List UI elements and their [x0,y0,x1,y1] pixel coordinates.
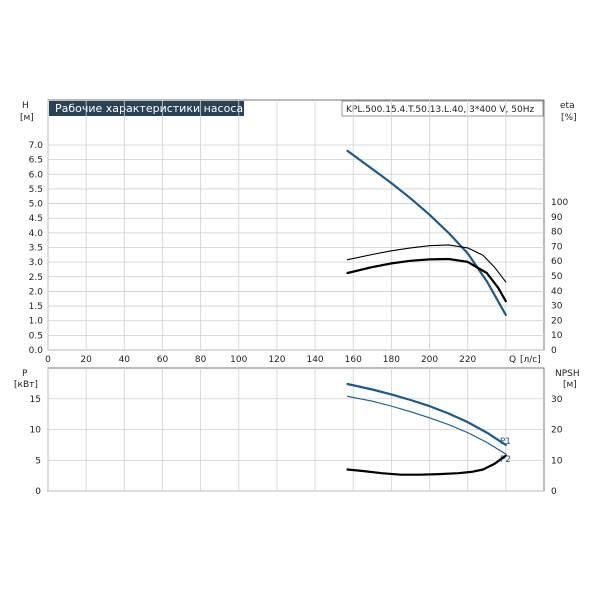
head-tick-label: 1.5 [29,302,43,312]
x-tick-label: 40 [119,355,131,365]
eta-tick-label: 100 [551,198,568,208]
head-tick-label: 0.5 [29,331,43,341]
head-tick-label: 0.0 [29,346,44,356]
eta-tick-label: 30 [551,302,563,312]
npsh-tick-label: 20 [551,426,563,436]
head-axis-label: H [22,101,29,111]
x-tick-label: 60 [157,355,169,365]
flow-axis-unit: [л/с] [520,355,541,365]
series-label-p1: P1 [500,437,511,447]
head-chart-grid [47,100,544,491]
head-tick-label: 3.0 [29,258,44,268]
power-axis-label: P [22,369,28,379]
power-chart-ticks: 0 5 10 15 0 10 20 30 [30,395,563,497]
head-chart-frame [47,99,545,351]
head-tick-label: 2.5 [29,273,43,283]
npsh-axis-label: NPSH [555,369,580,379]
x-tick-label: 20 [80,355,92,365]
head-curve [346,149,507,316]
npsh-curve [346,454,507,476]
power-axis-unit: [кВт] [14,380,38,390]
eta-tick-label: 20 [551,316,563,326]
npsh-tick-label: 0 [551,487,557,497]
eta-tick-label: 90 [551,213,563,223]
efficiency-curve-thick [346,257,507,303]
npsh-axis-unit: [м] [563,380,577,390]
head-tick-label: 6.5 [29,156,43,166]
head-tick-label: 4.5 [29,214,43,224]
chart-title-badge [49,101,244,116]
head-axis-unit: [м] [20,113,34,123]
x-tick-label: 100 [230,355,247,365]
power-chart-series: P1 P2 [346,382,511,476]
power-curve-p1 [346,382,507,446]
eta-tick-label: 10 [551,331,563,341]
head-tick-label: 6.0 [29,170,44,180]
head-tick-label: 2.0 [29,287,44,297]
eta-tick-label: 50 [551,272,563,282]
power-tick-label: 15 [30,395,41,405]
x-tick-label: 180 [383,355,400,365]
head-chart-series [346,149,507,316]
x-tick-label: 120 [268,355,285,365]
power-tick-label: 0 [35,487,41,497]
eta-tick-label: 70 [551,242,563,252]
power-tick-label: 10 [30,426,42,436]
efficiency-curve-thin [346,244,507,283]
power-tick-label: 5 [35,456,41,466]
eta-tick-label: 60 [551,257,563,267]
eta-axis-unit: [%] [561,113,577,123]
npsh-tick-label: 30 [551,395,563,405]
x-tick-label: 200 [421,355,438,365]
chart-title: Рабочие характеристики насоса [55,102,243,115]
flow-axis-label: Q [509,355,516,365]
head-tick-label: 1.0 [29,317,44,327]
x-tick-label: 80 [195,355,207,365]
eta-axis-label: eta [560,101,575,111]
x-tick-label: 220 [459,355,476,365]
head-chart-ticks: 0 20 40 60 80 100 120 140 160 180 200 2200.00.51.01… [29,141,569,365]
head-tick-label: 4.0 [29,229,44,239]
model-label-box [341,100,544,117]
eta-tick-label: 80 [551,228,563,238]
head-tick-label: 7.0 [29,141,44,151]
x-tick-label: 140 [306,355,323,365]
npsh-tick-label: 10 [551,456,563,466]
series-label-p2: P2 [500,455,511,465]
x-tick-label: 0 [45,355,51,365]
head-tick-label: 5.0 [29,200,44,210]
head-tick-label: 5.5 [29,185,43,195]
power-curve-p2 [346,395,507,455]
head-tick-label: 3.5 [29,244,43,254]
eta-tick-label: 0 [551,346,557,356]
eta-tick-label: 40 [551,287,563,297]
model-label: KPL.500.15.4.T.50.13.L.40, 3*400 V, 50Hz [346,105,534,115]
x-tick-label: 160 [345,355,362,365]
